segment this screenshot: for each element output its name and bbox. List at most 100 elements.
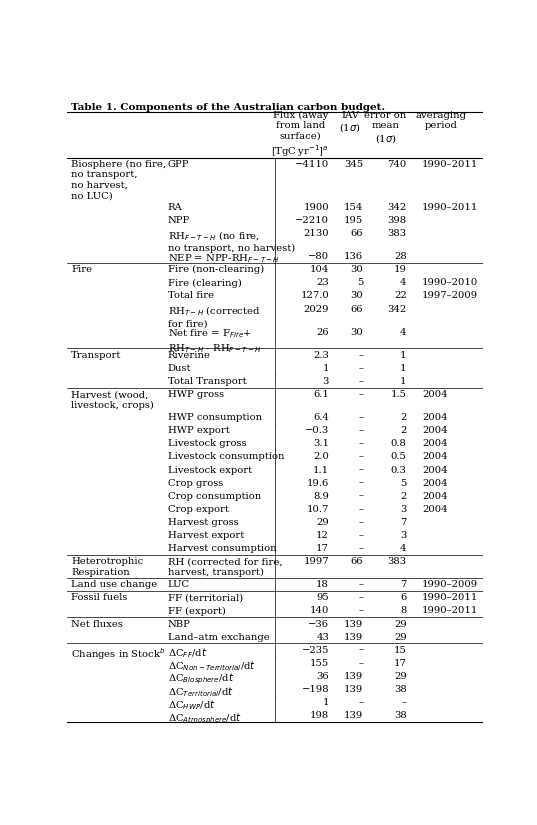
Text: Livestock gross: Livestock gross	[168, 440, 246, 448]
Text: –: –	[358, 646, 363, 655]
Text: 10.7: 10.7	[307, 505, 329, 514]
Text: 383: 383	[388, 557, 407, 566]
Text: 8: 8	[400, 606, 407, 615]
Text: 2004: 2004	[422, 427, 448, 436]
Text: 139: 139	[344, 633, 363, 642]
Text: 1: 1	[400, 364, 407, 373]
Text: –: –	[358, 465, 363, 474]
Text: 195: 195	[344, 216, 363, 225]
Text: 43: 43	[316, 633, 329, 642]
Text: 2004: 2004	[422, 465, 448, 474]
Text: 66: 66	[351, 229, 363, 238]
Text: 6.4: 6.4	[313, 413, 329, 422]
Text: NEP = NPP-RH$_{F-T-H}$: NEP = NPP-RH$_{F-T-H}$	[168, 252, 280, 265]
Text: –: –	[358, 440, 363, 448]
Text: Total Transport: Total Transport	[168, 377, 246, 386]
Text: RH (corrected for fire,
harvest, transport): RH (corrected for fire, harvest, transpo…	[168, 557, 282, 577]
Text: Transport: Transport	[71, 351, 121, 360]
Text: 2: 2	[400, 492, 407, 501]
Text: 3: 3	[323, 377, 329, 386]
Text: 139: 139	[344, 620, 363, 629]
Text: 7: 7	[400, 518, 407, 527]
Text: 1990–2011: 1990–2011	[422, 203, 478, 212]
Text: 38: 38	[394, 711, 407, 720]
Text: 5: 5	[400, 478, 407, 488]
Text: 26: 26	[316, 328, 329, 337]
Text: 1997: 1997	[303, 557, 329, 566]
Text: 19.6: 19.6	[307, 478, 329, 488]
Text: Crop export: Crop export	[168, 505, 229, 514]
Text: 36: 36	[316, 672, 329, 681]
Text: 28: 28	[394, 252, 407, 262]
Text: 139: 139	[344, 672, 363, 681]
Text: Fire: Fire	[71, 266, 92, 275]
Text: –: –	[358, 659, 363, 667]
Text: Net fire = F$_{Fire}$+
RH$_{T-H}$ - RH$_{F-T-H}$: Net fire = F$_{Fire}$+ RH$_{T-H}$ - RH$_…	[168, 328, 262, 355]
Text: 3.1: 3.1	[313, 440, 329, 448]
Text: –: –	[358, 452, 363, 461]
Text: –: –	[358, 580, 363, 589]
Text: −235: −235	[302, 646, 329, 655]
Text: Net fluxes: Net fluxes	[71, 620, 123, 629]
Text: 66: 66	[351, 557, 363, 566]
Text: 136: 136	[344, 252, 363, 262]
Text: 1.1: 1.1	[313, 465, 329, 474]
Text: 1990–2011: 1990–2011	[422, 593, 478, 602]
Text: 17: 17	[316, 544, 329, 553]
Text: –: –	[358, 364, 363, 373]
Text: 29: 29	[394, 620, 407, 629]
Text: −4110: −4110	[295, 160, 329, 169]
Text: 345: 345	[344, 160, 363, 169]
Text: –: –	[358, 544, 363, 553]
Text: 140: 140	[310, 606, 329, 615]
Text: averaging
period: averaging period	[416, 111, 467, 130]
Text: HWP export: HWP export	[168, 427, 230, 436]
Text: 95: 95	[316, 593, 329, 602]
Text: 2004: 2004	[422, 452, 448, 461]
Text: –: –	[358, 518, 363, 527]
Text: 1990–2009: 1990–2009	[422, 580, 478, 589]
Text: –: –	[358, 390, 363, 399]
Text: 3: 3	[400, 531, 407, 540]
Text: –: –	[358, 505, 363, 514]
Text: 0.5: 0.5	[391, 452, 407, 461]
Text: –: –	[358, 492, 363, 501]
Text: 1: 1	[323, 364, 329, 373]
Text: 2004: 2004	[422, 440, 448, 448]
Text: −198: −198	[301, 685, 329, 694]
Text: ΔC$_{Territorial}$/d$t$: ΔC$_{Territorial}$/d$t$	[168, 685, 234, 699]
Text: LUC: LUC	[168, 580, 190, 589]
Text: 398: 398	[388, 216, 407, 225]
Text: Dust: Dust	[168, 364, 191, 373]
Text: Harvest gross: Harvest gross	[168, 518, 238, 527]
Text: 3: 3	[400, 505, 407, 514]
Text: Harvest (wood,
livestock, crops): Harvest (wood, livestock, crops)	[71, 390, 154, 409]
Text: 6: 6	[400, 593, 407, 602]
Text: 104: 104	[310, 266, 329, 275]
Text: 1: 1	[400, 377, 407, 386]
Text: 19: 19	[394, 266, 407, 275]
Text: 17: 17	[394, 659, 407, 667]
Text: Total fire: Total fire	[168, 291, 214, 300]
Text: FF (territorial): FF (territorial)	[168, 593, 243, 602]
Text: 154: 154	[344, 203, 363, 212]
Text: –: –	[358, 413, 363, 422]
Text: 139: 139	[344, 685, 363, 694]
Text: 38: 38	[394, 685, 407, 694]
Text: ΔC$_{Non-Territorial}$/d$t$: ΔC$_{Non-Territorial}$/d$t$	[168, 659, 256, 672]
Text: ΔC$_{Atmosphere}$/d$t$: ΔC$_{Atmosphere}$/d$t$	[168, 711, 242, 725]
Text: 30: 30	[351, 328, 363, 337]
Text: HWP gross: HWP gross	[168, 390, 224, 399]
Text: 2004: 2004	[422, 390, 448, 399]
Text: 155: 155	[310, 659, 329, 667]
Text: RA: RA	[168, 203, 183, 212]
Text: 7: 7	[400, 580, 407, 589]
Text: 2004: 2004	[422, 492, 448, 501]
Text: 12: 12	[316, 531, 329, 540]
Text: 1900: 1900	[303, 203, 329, 212]
Text: Land–atm exchange: Land–atm exchange	[168, 633, 270, 642]
Text: FF (export): FF (export)	[168, 606, 226, 615]
Text: Livestock consumption: Livestock consumption	[168, 452, 285, 461]
Text: 18: 18	[316, 580, 329, 589]
Text: Changes in Stock$^b$: Changes in Stock$^b$	[71, 646, 166, 662]
